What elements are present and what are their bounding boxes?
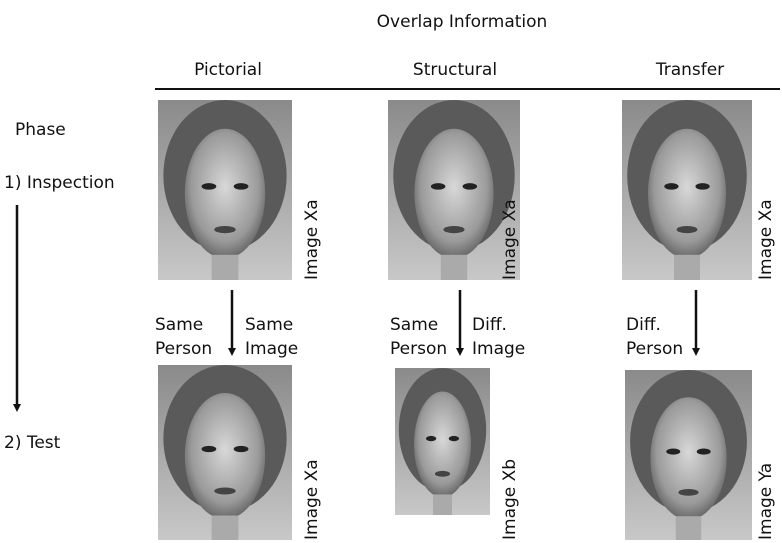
phase-label: 1) Inspection	[4, 173, 115, 193]
eye	[425, 435, 437, 442]
face	[414, 128, 494, 259]
face-photo	[625, 370, 752, 540]
transition-note: Diff.	[472, 315, 507, 335]
neck	[433, 494, 452, 515]
column-header: Transfer	[655, 60, 724, 80]
eye	[430, 183, 446, 190]
neck	[211, 515, 239, 540]
face	[184, 128, 266, 259]
image-label: Image Xa	[500, 199, 520, 280]
face-photo	[622, 100, 752, 280]
image-label: Image Xa	[756, 199, 776, 280]
transition-note: Same	[390, 315, 438, 335]
column-header: Pictorial	[194, 60, 262, 80]
mouth	[214, 226, 236, 234]
eye	[666, 448, 681, 455]
image-label: Image Xa	[302, 199, 322, 280]
eye	[462, 183, 478, 190]
eye	[448, 435, 460, 442]
face-photo	[158, 365, 292, 540]
eye	[233, 183, 249, 190]
title: Overlap Information	[377, 12, 548, 32]
transition-note: Person	[155, 339, 212, 359]
neck	[440, 254, 468, 280]
neck	[674, 254, 700, 280]
transition-note: Person	[390, 339, 447, 359]
column-header: Structural	[413, 60, 497, 80]
face	[184, 393, 266, 519]
transition-note: Image	[472, 339, 525, 359]
phase-label: 2) Test	[4, 433, 61, 453]
image-label: Image Xa	[302, 459, 322, 540]
mouth	[676, 226, 698, 234]
mouth	[443, 226, 465, 234]
phase-heading: Phase	[15, 120, 66, 140]
mouth	[678, 489, 699, 496]
transition-note: Person	[626, 339, 683, 359]
mouth	[214, 487, 236, 495]
neck	[675, 516, 702, 540]
eye	[695, 183, 710, 190]
eye	[233, 445, 249, 453]
image-label: Image Ya	[756, 463, 776, 540]
neck	[211, 254, 239, 280]
columns: Pictorial Image Xa Same Person Same Image Imag…	[155, 60, 776, 540]
face	[648, 128, 726, 259]
transition-note: Diff.	[626, 315, 661, 335]
face	[414, 391, 471, 498]
eye	[201, 445, 217, 453]
eye	[201, 183, 217, 190]
transition-note: Same	[245, 315, 293, 335]
face-photo	[395, 368, 490, 515]
face-photo	[158, 100, 292, 280]
eye	[664, 183, 679, 190]
face	[650, 397, 727, 520]
transition-note: Same	[155, 315, 203, 335]
image-label: Image Xb	[500, 459, 520, 540]
mouth	[434, 470, 451, 477]
eye	[696, 448, 711, 455]
transition-note: Image	[245, 339, 298, 359]
face-photo	[388, 100, 520, 280]
